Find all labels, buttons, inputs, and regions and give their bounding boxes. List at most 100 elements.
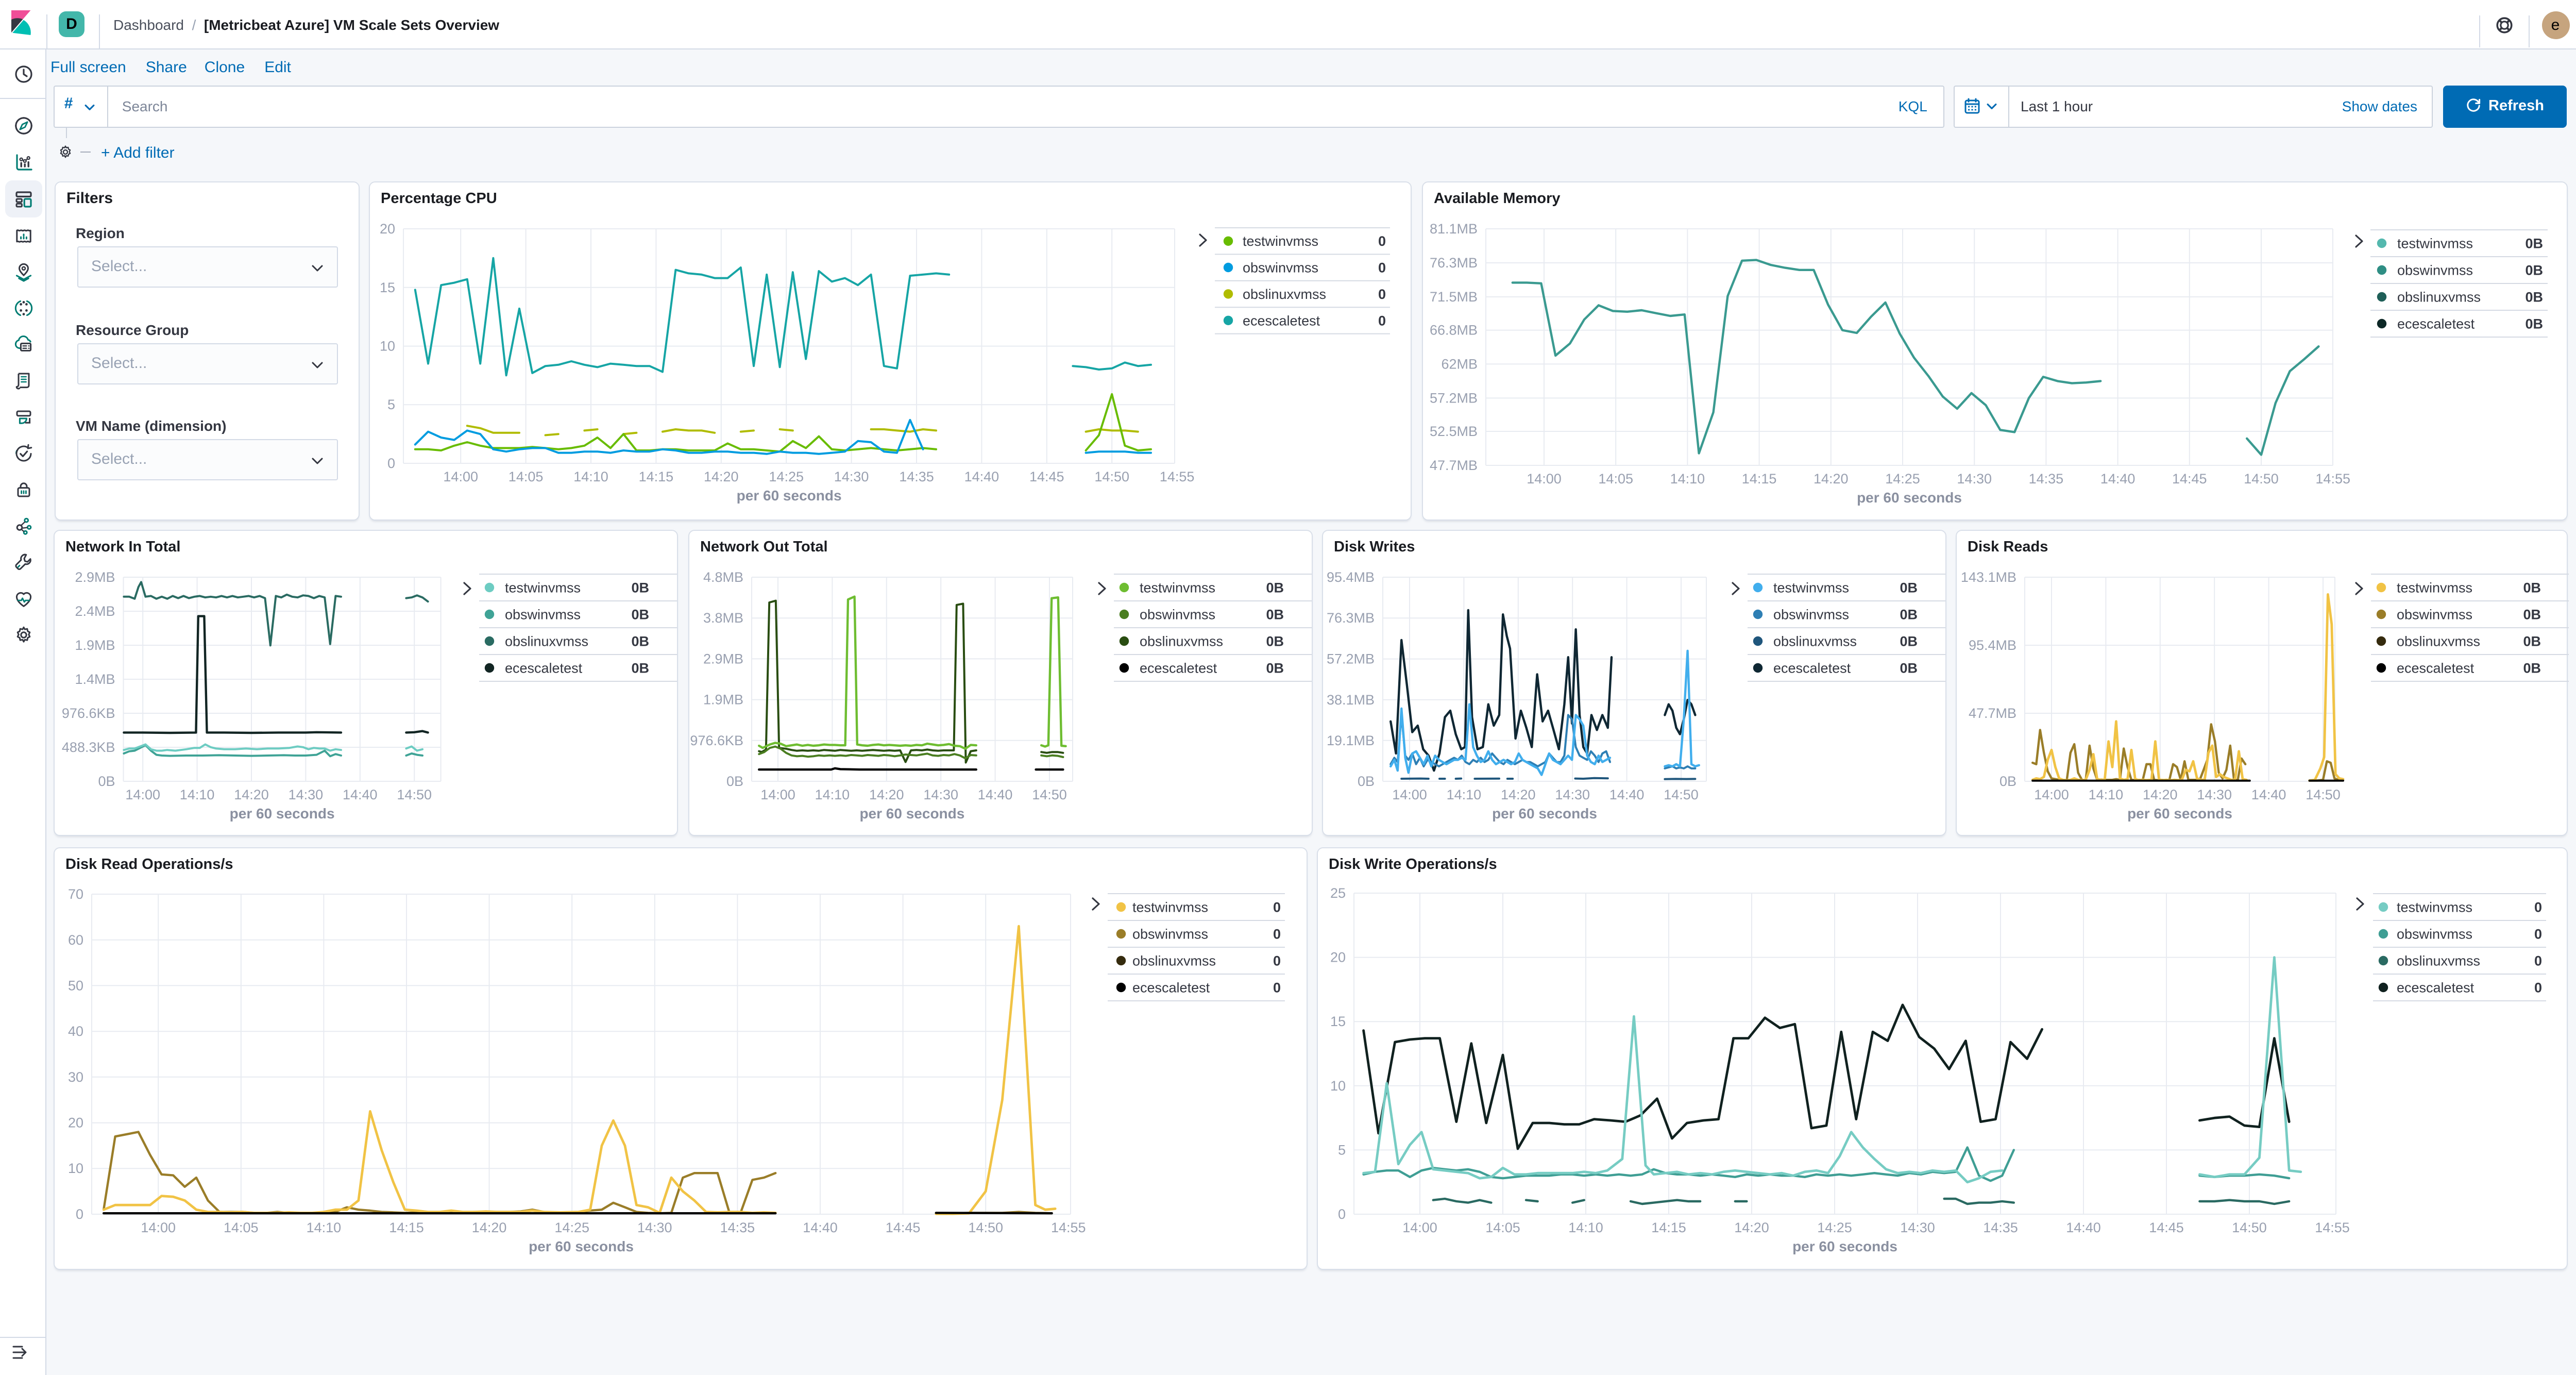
svg-text:14:30: 14:30 <box>923 786 958 802</box>
svg-text:14:05: 14:05 <box>1485 1220 1520 1235</box>
svg-text:obswinvmss: obswinvmss <box>1132 927 1208 942</box>
svg-text:0: 0 <box>1273 927 1281 942</box>
svg-text:14:15: 14:15 <box>638 469 673 484</box>
svg-text:14:00: 14:00 <box>760 786 795 802</box>
svg-text:14:35: 14:35 <box>2029 471 2064 487</box>
svg-text:obswinvmss: obswinvmss <box>505 607 581 622</box>
svg-text:0: 0 <box>1378 233 1385 249</box>
svg-text:14:00: 14:00 <box>125 786 160 802</box>
svg-text:0B: 0B <box>631 607 649 622</box>
svg-text:14:10: 14:10 <box>573 469 608 484</box>
svg-text:14:40: 14:40 <box>343 786 378 802</box>
svg-text:14:40: 14:40 <box>1609 786 1644 802</box>
svg-text:71.5MB: 71.5MB <box>1430 289 1478 305</box>
svg-text:14:20: 14:20 <box>869 786 904 802</box>
svg-text:81.1MB: 81.1MB <box>1430 221 1478 237</box>
svg-text:obswinvmss: obswinvmss <box>1773 607 1849 622</box>
svg-text:14:50: 14:50 <box>397 786 432 802</box>
svg-text:14:15: 14:15 <box>389 1220 424 1235</box>
svg-text:0B: 0B <box>726 773 743 789</box>
svg-text:0B: 0B <box>2522 660 2540 676</box>
svg-text:ecescaletest: ecescaletest <box>1242 313 1320 329</box>
svg-text:per 60 seconds: per 60 seconds <box>529 1238 634 1254</box>
svg-text:19.1MB: 19.1MB <box>1326 732 1374 748</box>
svg-text:62MB: 62MB <box>1441 356 1478 372</box>
svg-text:testwinvmss: testwinvmss <box>2396 580 2472 595</box>
svg-text:14:50: 14:50 <box>1663 786 1698 802</box>
svg-text:0: 0 <box>2534 980 2542 996</box>
svg-text:per 60 seconds: per 60 seconds <box>2127 805 2232 821</box>
svg-text:14:45: 14:45 <box>886 1220 921 1235</box>
svg-text:0: 0 <box>1338 1206 1346 1222</box>
svg-text:14:45: 14:45 <box>1029 469 1064 484</box>
svg-text:0B: 0B <box>2525 316 2543 332</box>
svg-text:14:40: 14:40 <box>2066 1220 2101 1235</box>
svg-text:14:10: 14:10 <box>1568 1220 1603 1235</box>
svg-text:14:20: 14:20 <box>1500 786 1535 802</box>
svg-text:testwinvmss: testwinvmss <box>505 580 581 595</box>
svg-text:14:25: 14:25 <box>1817 1220 1852 1235</box>
svg-text:14:20: 14:20 <box>703 469 738 484</box>
svg-text:14:05: 14:05 <box>1598 471 1633 487</box>
svg-text:1.9MB: 1.9MB <box>75 637 115 652</box>
svg-text:per 60 seconds: per 60 seconds <box>1792 1238 1897 1254</box>
svg-text:testwinvmss: testwinvmss <box>1773 580 1849 595</box>
svg-text:14:25: 14:25 <box>768 469 803 484</box>
svg-text:14:40: 14:40 <box>803 1220 838 1235</box>
svg-text:10: 10 <box>379 338 395 354</box>
svg-text:0B: 0B <box>2525 236 2543 251</box>
svg-text:0B: 0B <box>1265 633 1283 649</box>
svg-text:70: 70 <box>68 886 83 902</box>
svg-text:14:50: 14:50 <box>1031 786 1066 802</box>
svg-text:Disk Read Operations/s: Disk Read Operations/s <box>65 856 233 873</box>
svg-text:14:15: 14:15 <box>1651 1220 1686 1235</box>
svg-text:14:20: 14:20 <box>2142 786 2177 802</box>
svg-text:per 60 seconds: per 60 seconds <box>230 805 335 821</box>
svg-text:Disk Write Operations/s: Disk Write Operations/s <box>1329 856 1497 873</box>
svg-text:14:45: 14:45 <box>2172 471 2207 487</box>
svg-text:ecescaletest: ecescaletest <box>1139 660 1217 676</box>
svg-text:obslinuxvmss: obslinuxvmss <box>505 633 588 649</box>
svg-text:ecescaletest: ecescaletest <box>2396 660 2474 676</box>
svg-text:0B: 0B <box>2525 263 2543 278</box>
svg-text:14:30: 14:30 <box>2196 786 2231 802</box>
svg-text:25: 25 <box>1330 885 1346 901</box>
svg-text:14:25: 14:25 <box>554 1220 589 1235</box>
svg-text:4.8MB: 4.8MB <box>703 569 743 584</box>
svg-text:0B: 0B <box>1265 607 1283 622</box>
svg-text:14:05: 14:05 <box>508 469 543 484</box>
svg-text:per 60 seconds: per 60 seconds <box>859 805 964 821</box>
svg-text:14:05: 14:05 <box>224 1220 259 1235</box>
svg-text:0B: 0B <box>1899 633 1917 649</box>
svg-text:testwinvmss: testwinvmss <box>2397 900 2472 915</box>
svg-text:30: 30 <box>68 1069 83 1085</box>
svg-text:57.2MB: 57.2MB <box>1430 390 1478 406</box>
svg-text:14:00: 14:00 <box>1392 786 1427 802</box>
svg-text:0B: 0B <box>1899 607 1917 622</box>
svg-text:143.1MB: 143.1MB <box>1960 569 2016 584</box>
svg-text:obslinuxvmss: obslinuxvmss <box>2397 290 2481 305</box>
svg-text:0B: 0B <box>631 633 649 649</box>
svg-text:47.7MB: 47.7MB <box>1968 705 2016 720</box>
svg-text:14:00: 14:00 <box>1527 471 1562 487</box>
svg-text:14:30: 14:30 <box>834 469 869 484</box>
svg-text:5: 5 <box>387 397 395 412</box>
svg-text:14:00: 14:00 <box>2033 786 2069 802</box>
svg-text:976.6KB: 976.6KB <box>689 732 743 748</box>
svg-text:66.8MB: 66.8MB <box>1430 323 1478 338</box>
svg-text:1.4MB: 1.4MB <box>75 671 115 686</box>
svg-text:20: 20 <box>379 221 395 237</box>
svg-text:14:30: 14:30 <box>1554 786 1589 802</box>
svg-text:20: 20 <box>68 1115 83 1131</box>
svg-text:Network In Total: Network In Total <box>65 538 180 555</box>
svg-text:testwinvmss: testwinvmss <box>1242 233 1318 249</box>
svg-text:14:40: 14:40 <box>2251 786 2286 802</box>
svg-text:14:00: 14:00 <box>141 1220 176 1235</box>
svg-text:14:30: 14:30 <box>1957 471 1992 487</box>
svg-text:obslinuxvmss: obslinuxvmss <box>2397 953 2480 969</box>
svg-text:0B: 0B <box>2525 290 2543 305</box>
svg-text:0B: 0B <box>1899 580 1917 595</box>
svg-text:14:35: 14:35 <box>899 469 934 484</box>
svg-text:0B: 0B <box>1357 773 1374 789</box>
svg-text:0: 0 <box>1273 900 1281 915</box>
